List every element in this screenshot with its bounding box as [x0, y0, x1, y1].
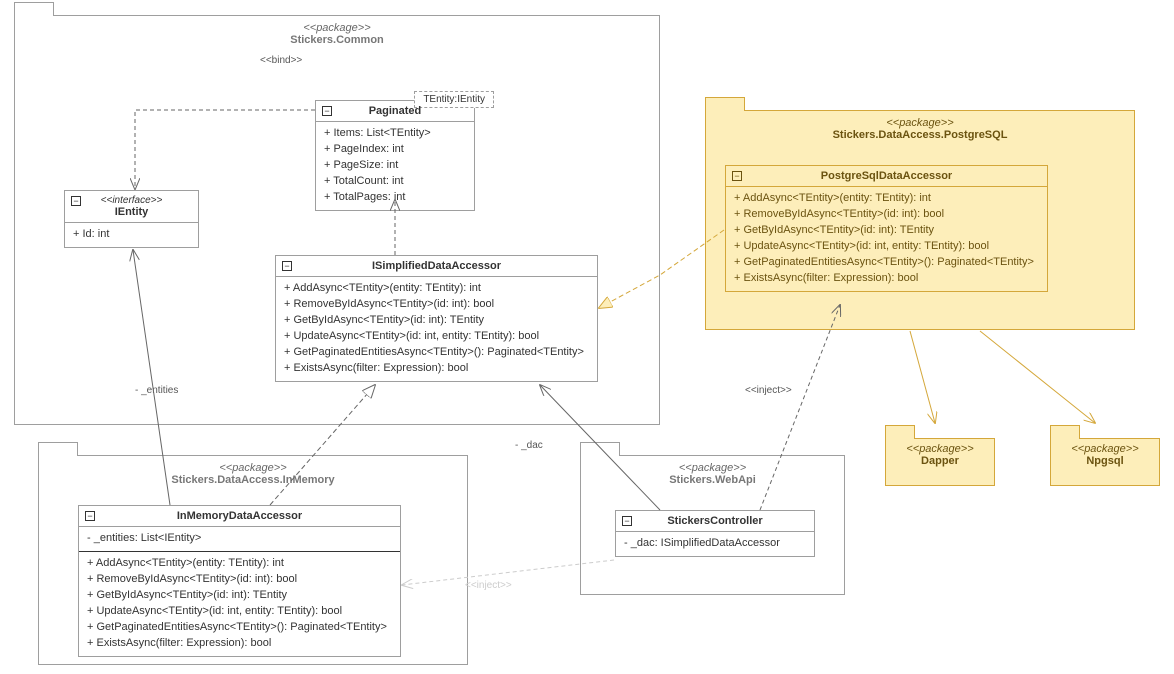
member: + ExistsAsync(filter: Expression): bool: [87, 636, 392, 652]
stereotype-label: <<package>>: [39, 462, 467, 474]
member: + RemoveByIdAsync<TEntity>(id: int): boo…: [284, 297, 589, 313]
member: + ExistsAsync(filter: Expression): bool: [734, 271, 1039, 287]
dac-label: - _dac: [515, 440, 543, 451]
member: + ExistsAsync(filter: Expression): bool: [284, 361, 589, 377]
class-pgda: − PostgreSqlDataAccessor + AddAsync<TEnt…: [725, 165, 1048, 292]
collapse-icon[interactable]: −: [282, 261, 292, 271]
package-name: Dapper: [886, 455, 994, 467]
package-dapper: <<package>> Dapper: [885, 438, 995, 486]
member: + GetPaginatedEntitiesAsync<TEntity>(): …: [734, 255, 1039, 271]
inject-label: <<inject>>: [745, 385, 792, 396]
class-name: InMemoryDataAccessor: [177, 510, 302, 522]
member: + GetPaginatedEntitiesAsync<TEntity>(): …: [87, 620, 392, 636]
member: + GetByIdAsync<TEntity>(id: int): TEntit…: [87, 588, 392, 604]
stereotype: <<interface>>: [71, 195, 192, 206]
stereotype-label: <<package>>: [15, 22, 659, 34]
class-isda: − ISimplifiedDataAccessor + AddAsync<TEn…: [275, 255, 598, 382]
class-controller: − StickersController - _dac: ISimplified…: [615, 510, 815, 557]
member: + AddAsync<TEntity>(entity: TEntity): in…: [734, 191, 1039, 207]
collapse-icon[interactable]: −: [622, 516, 632, 526]
member: + UpdateAsync<TEntity>(id: int, entity: …: [284, 329, 589, 345]
member: + GetByIdAsync<TEntity>(id: int): TEntit…: [284, 313, 589, 329]
member: + TotalCount: int: [324, 174, 466, 190]
stereotype-label: <<package>>: [1051, 443, 1159, 455]
class-ientity: − <<interface>> IEntity + Id: int: [64, 190, 199, 248]
member: + PageIndex: int: [324, 142, 466, 158]
collapse-icon[interactable]: −: [85, 511, 95, 521]
package-name: Stickers.DataAccess.InMemory: [39, 474, 467, 486]
inject-label-grey: <<inject>>: [465, 580, 512, 591]
member: - _dac: ISimplifiedDataAccessor: [624, 536, 806, 552]
package-name: Stickers.Common: [15, 34, 659, 46]
member: + Items: List<TEntity>: [324, 126, 466, 142]
collapse-icon[interactable]: −: [732, 171, 742, 181]
class-name: PostgreSqlDataAccessor: [821, 170, 952, 182]
member: + TotalPages: int: [324, 190, 466, 206]
package-name: Stickers.WebApi: [581, 474, 844, 486]
member: + UpdateAsync<TEntity>(id: int, entity: …: [734, 239, 1039, 255]
class-paginated: TEntity:IEntity − Paginated + Items: Lis…: [315, 100, 475, 211]
member: + GetByIdAsync<TEntity>(id: int): TEntit…: [734, 223, 1039, 239]
member: + UpdateAsync<TEntity>(id: int, entity: …: [87, 604, 392, 620]
stereotype-label: <<package>>: [706, 117, 1134, 129]
member: + RemoveByIdAsync<TEntity>(id: int): boo…: [734, 207, 1039, 223]
stereotype-label: <<package>>: [886, 443, 994, 455]
member: + Id: int: [73, 227, 190, 243]
member: + AddAsync<TEntity>(entity: TEntity): in…: [284, 281, 589, 297]
entities-label: - _entities: [135, 385, 178, 396]
member: + AddAsync<TEntity>(entity: TEntity): in…: [87, 556, 392, 572]
collapse-icon[interactable]: −: [322, 106, 332, 116]
collapse-icon[interactable]: −: [71, 196, 81, 206]
class-name: ISimplifiedDataAccessor: [372, 260, 501, 272]
class-name: IEntity: [115, 206, 149, 218]
package-name: Stickers.DataAccess.PostgreSQL: [706, 129, 1134, 141]
stereotype-label: <<package>>: [581, 462, 844, 474]
package-npgsql: <<package>> Npgsql: [1050, 438, 1160, 486]
member: + RemoveByIdAsync<TEntity>(id: int): boo…: [87, 572, 392, 588]
class-name: Paginated: [369, 105, 422, 117]
member: + PageSize: int: [324, 158, 466, 174]
package-name: Npgsql: [1051, 455, 1159, 467]
class-inmemda: − InMemoryDataAccessor - _entities: List…: [78, 505, 401, 657]
class-name: StickersController: [667, 515, 762, 527]
member: + GetPaginatedEntitiesAsync<TEntity>(): …: [284, 345, 589, 361]
bind-label: <<bind>>: [260, 55, 302, 66]
member: - _entities: List<IEntity>: [87, 531, 392, 547]
